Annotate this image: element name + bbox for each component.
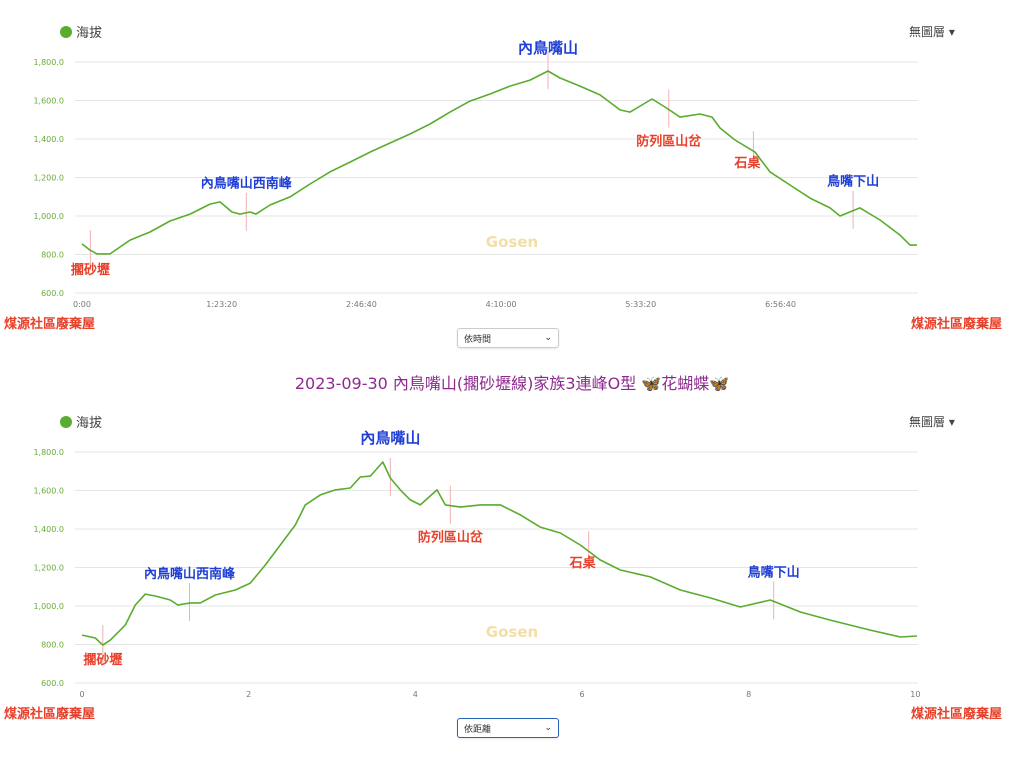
annotation-label: 石桌 — [733, 155, 761, 171]
annotation-label: 內鳥嘴山 — [518, 39, 578, 57]
legend-dot-icon — [60, 415, 72, 428]
select-value: 依時間 — [464, 334, 492, 345]
chart-2: 600.0 800.0 1,000.0 1,200.0 1,400.0 1,600.0 1,… — [33, 429, 920, 699]
legend-label: 海拔 — [76, 416, 103, 431]
annotation-label: 鳥嘴下山 — [827, 174, 879, 190]
page-title: 2023-09-30 內鳥嘴山(擱砂壢線)家族3連峰O型 🦋花蝴蝶🦋 — [294, 374, 730, 393]
annotation-label: 內鳥嘴山西南峰 — [201, 176, 293, 192]
x-tick-label: 1:23:20 — [206, 300, 237, 309]
y-tick-label: 1,200.0 — [33, 174, 64, 183]
x-tick-label: 5:33:20 — [625, 300, 656, 309]
annotation-label: 石桌 — [569, 555, 597, 571]
end-label-1: 煤源社區廢棄屋 — [911, 317, 1003, 332]
x-tick-label: 6:56:40 — [765, 300, 796, 309]
y-tick-label: 1,600.0 — [33, 97, 64, 106]
x-tick-label: 2 — [246, 690, 251, 699]
annotation-label: 內鳥嘴山 — [360, 429, 420, 447]
select-value: 依距離 — [464, 724, 492, 735]
layer-menu-2[interactable]: 無圖層 ▾ — [909, 415, 955, 429]
y-tick-label: 1,600.0 — [33, 487, 64, 496]
legend-elevation-1[interactable]: 海拔 — [60, 22, 102, 41]
y-tick-label: 1,200.0 — [33, 564, 64, 573]
annotation-label: 防列區山岔 — [636, 134, 702, 150]
elevation-line — [81, 461, 918, 646]
y-tick-label: 1,800.0 — [33, 58, 64, 67]
legend-label: 海拔 — [76, 26, 103, 41]
y-tick-label: 800.0 — [41, 251, 64, 260]
y-tick-label: 1,000.0 — [33, 212, 64, 221]
watermark: Gosen — [486, 233, 538, 251]
x-tick-label: 4:10:00 — [486, 300, 517, 309]
annotation-label: 擱砂壢 — [71, 262, 110, 278]
layer-menu-1[interactable]: 無圖層 ▾ — [909, 25, 955, 39]
annotation-label: 鳥嘴下山 — [748, 564, 800, 580]
legend-elevation-2[interactable]: 海拔 — [60, 412, 102, 431]
y-tick-label: 1,000.0 — [33, 602, 64, 611]
chevron-down-icon: ⌄ — [544, 333, 552, 343]
x-tick-label: 0 — [79, 690, 84, 699]
x-tick-label: 6 — [579, 690, 584, 699]
watermark: Gosen — [486, 623, 538, 641]
start-label-1: 煤源社區廢棄屋 — [4, 317, 96, 332]
x-tick-label: 4 — [413, 690, 418, 699]
x-tick-label: 8 — [746, 690, 751, 699]
x-tick-label: 2:46:40 — [346, 300, 377, 309]
y-tick-label: 1,400.0 — [33, 135, 64, 144]
y-tick-label: 600.0 — [41, 289, 64, 298]
x-tick-label: 10 — [910, 690, 920, 699]
annotation-label: 擱砂壢 — [83, 652, 122, 668]
y-tick-label: 1,400.0 — [33, 525, 64, 534]
annotation-label: 防列區山岔 — [418, 530, 484, 546]
x-tick-label: 0:00 — [73, 300, 91, 309]
y-tick-label: 1,800.0 — [33, 448, 64, 457]
chevron-down-icon: ⌄ — [544, 723, 552, 733]
x-mode-select-2[interactable]: 依距離 ⌄ — [457, 718, 559, 738]
legend-dot-icon — [60, 25, 72, 38]
start-label-2: 煤源社區廢棄屋 — [4, 707, 96, 722]
y-tick-label: 600.0 — [41, 679, 64, 688]
elevation-line — [81, 70, 917, 255]
chart-1: 600.0 800.0 1,000.0 1,200.0 1,400.0 1,600.0 1,… — [33, 39, 918, 309]
y-tick-label: 800.0 — [41, 641, 64, 650]
end-label-2: 煤源社區廢棄屋 — [911, 707, 1003, 722]
annotation-label: 內鳥嘴山西南峰 — [144, 566, 236, 582]
x-mode-select-1[interactable]: 依時間 ⌄ — [457, 328, 559, 348]
